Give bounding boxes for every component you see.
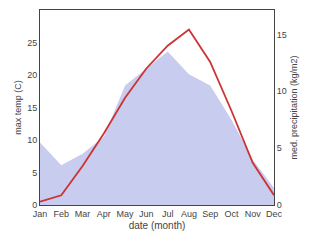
svg-text:Jul: Jul [162, 209, 174, 219]
svg-text:Oct: Oct [224, 209, 239, 219]
svg-text:Nov: Nov [245, 209, 262, 219]
svg-text:Feb: Feb [54, 209, 70, 219]
svg-text:med. precipitation (kg/m2): med. precipitation (kg/m2) [289, 55, 299, 159]
svg-text:Jan: Jan [33, 209, 48, 219]
svg-text:5: 5 [277, 143, 282, 153]
svg-text:Jun: Jun [139, 209, 154, 219]
svg-text:Apr: Apr [97, 209, 111, 219]
svg-text:date (month): date (month) [129, 220, 186, 231]
svg-text:10: 10 [27, 135, 37, 145]
svg-text:0: 0 [32, 200, 37, 210]
svg-text:10: 10 [277, 86, 287, 96]
svg-text:Sep: Sep [202, 209, 218, 219]
svg-text:20: 20 [27, 70, 37, 80]
svg-text:25: 25 [27, 38, 37, 48]
svg-text:Aug: Aug [181, 209, 197, 219]
svg-text:15: 15 [277, 30, 287, 40]
svg-text:Dec: Dec [266, 209, 283, 219]
svg-text:max temp (C): max temp (C) [13, 80, 23, 135]
svg-text:May: May [117, 209, 135, 219]
svg-text:15: 15 [27, 103, 37, 113]
svg-text:5: 5 [32, 168, 37, 178]
svg-text:Mar: Mar [75, 209, 91, 219]
svg-text:0: 0 [277, 200, 282, 210]
